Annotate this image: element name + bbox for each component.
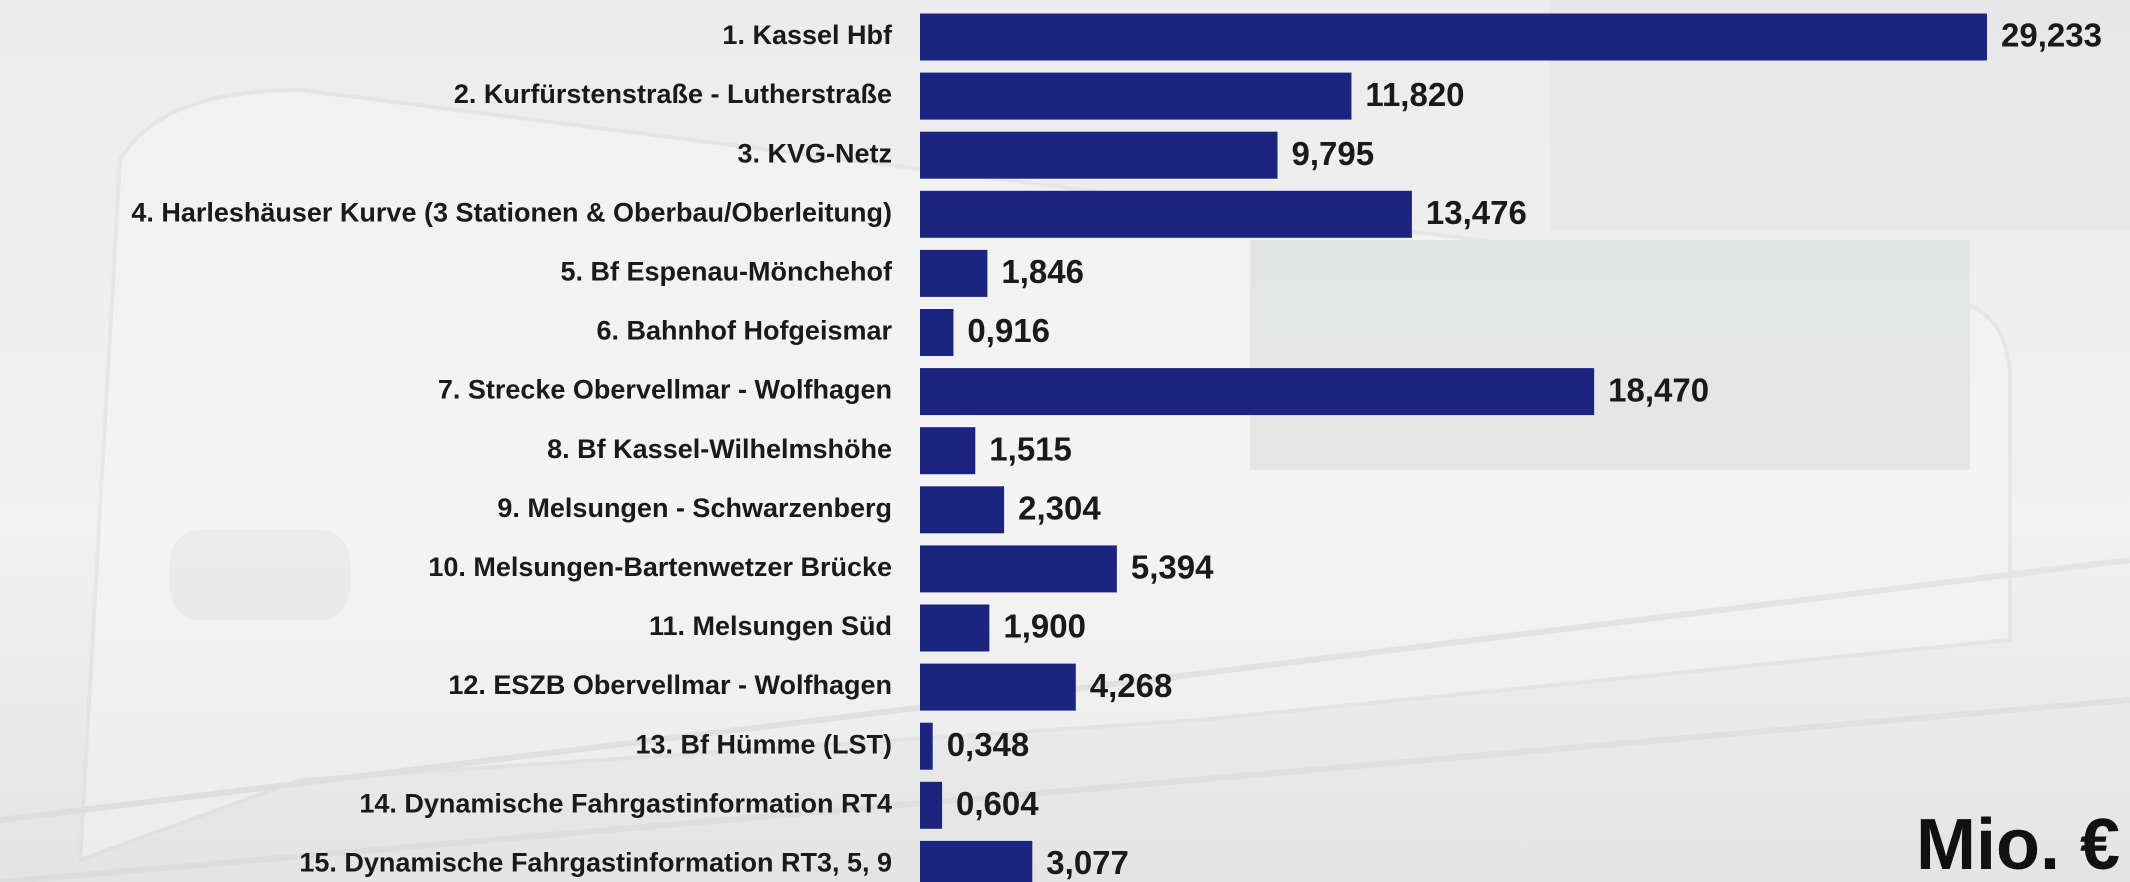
- category-label: 14. Dynamische Fahrgastinformation RT4: [359, 788, 892, 818]
- value-label: 1,900: [1003, 608, 1086, 645]
- chart: Mio. € 1. Kassel Hbf 29,233 2. Kurfürstens…: [0, 0, 2130, 882]
- value-label: 4,268: [1090, 667, 1173, 704]
- bar: [920, 782, 942, 829]
- category-label: 2. Kurfürstenstraße - Lutherstraße: [454, 79, 892, 109]
- category-label: 6. Bahnhof Hofgeismar: [596, 316, 892, 346]
- bar: [920, 841, 1032, 882]
- category-label: 12. ESZB Obervellmar - Wolfhagen: [448, 670, 892, 700]
- bar: [920, 250, 987, 297]
- bar: [920, 427, 975, 474]
- category-label: 10. Melsungen-Bartenwetzer Brücke: [428, 552, 892, 582]
- category-label: 15. Dynamische Fahrgastinformation RT3, …: [299, 848, 892, 878]
- value-label: 18,470: [1608, 371, 1709, 408]
- value-label: 29,233: [2001, 17, 2102, 54]
- category-label: 3. KVG-Netz: [737, 138, 892, 168]
- category-label: 9. Melsungen - Schwarzenberg: [497, 493, 892, 523]
- category-label: 1. Kassel Hbf: [722, 20, 893, 50]
- bar: [920, 605, 989, 652]
- unit-label: Mio. €: [1916, 805, 2120, 882]
- bar: [920, 723, 933, 770]
- value-label: 1,846: [1001, 253, 1084, 290]
- value-label: 2,304: [1018, 490, 1101, 527]
- bar: [920, 14, 1987, 61]
- bar: [920, 132, 1278, 179]
- bar: [920, 368, 1594, 415]
- value-label: 5,394: [1131, 549, 1214, 586]
- value-label: 13,476: [1426, 194, 1527, 231]
- category-label: 11. Melsungen Süd: [649, 611, 892, 641]
- value-label: 0,916: [967, 312, 1050, 349]
- bar: [920, 664, 1076, 711]
- bar: [920, 545, 1117, 592]
- value-label: 0,604: [956, 785, 1039, 822]
- bar: [920, 191, 1412, 238]
- value-label: 9,795: [1292, 135, 1375, 172]
- value-label: 3,077: [1046, 844, 1129, 881]
- category-label: 8. Bf Kassel-Wilhelmshöhe: [547, 434, 892, 464]
- value-label: 11,820: [1365, 76, 1464, 113]
- category-label: 13. Bf Hümme (LST): [635, 729, 892, 759]
- category-label: 4. Harleshäuser Kurve (3 Stationen & Obe…: [131, 197, 892, 227]
- value-label: 1,515: [989, 430, 1072, 467]
- bar: [920, 309, 953, 356]
- bar: [920, 73, 1351, 120]
- category-label: 5. Bf Espenau-Mönchehof: [560, 257, 893, 287]
- category-label: 7. Strecke Obervellmar - Wolfhagen: [438, 375, 892, 405]
- value-label: 0,348: [947, 726, 1030, 763]
- bar: [920, 486, 1004, 533]
